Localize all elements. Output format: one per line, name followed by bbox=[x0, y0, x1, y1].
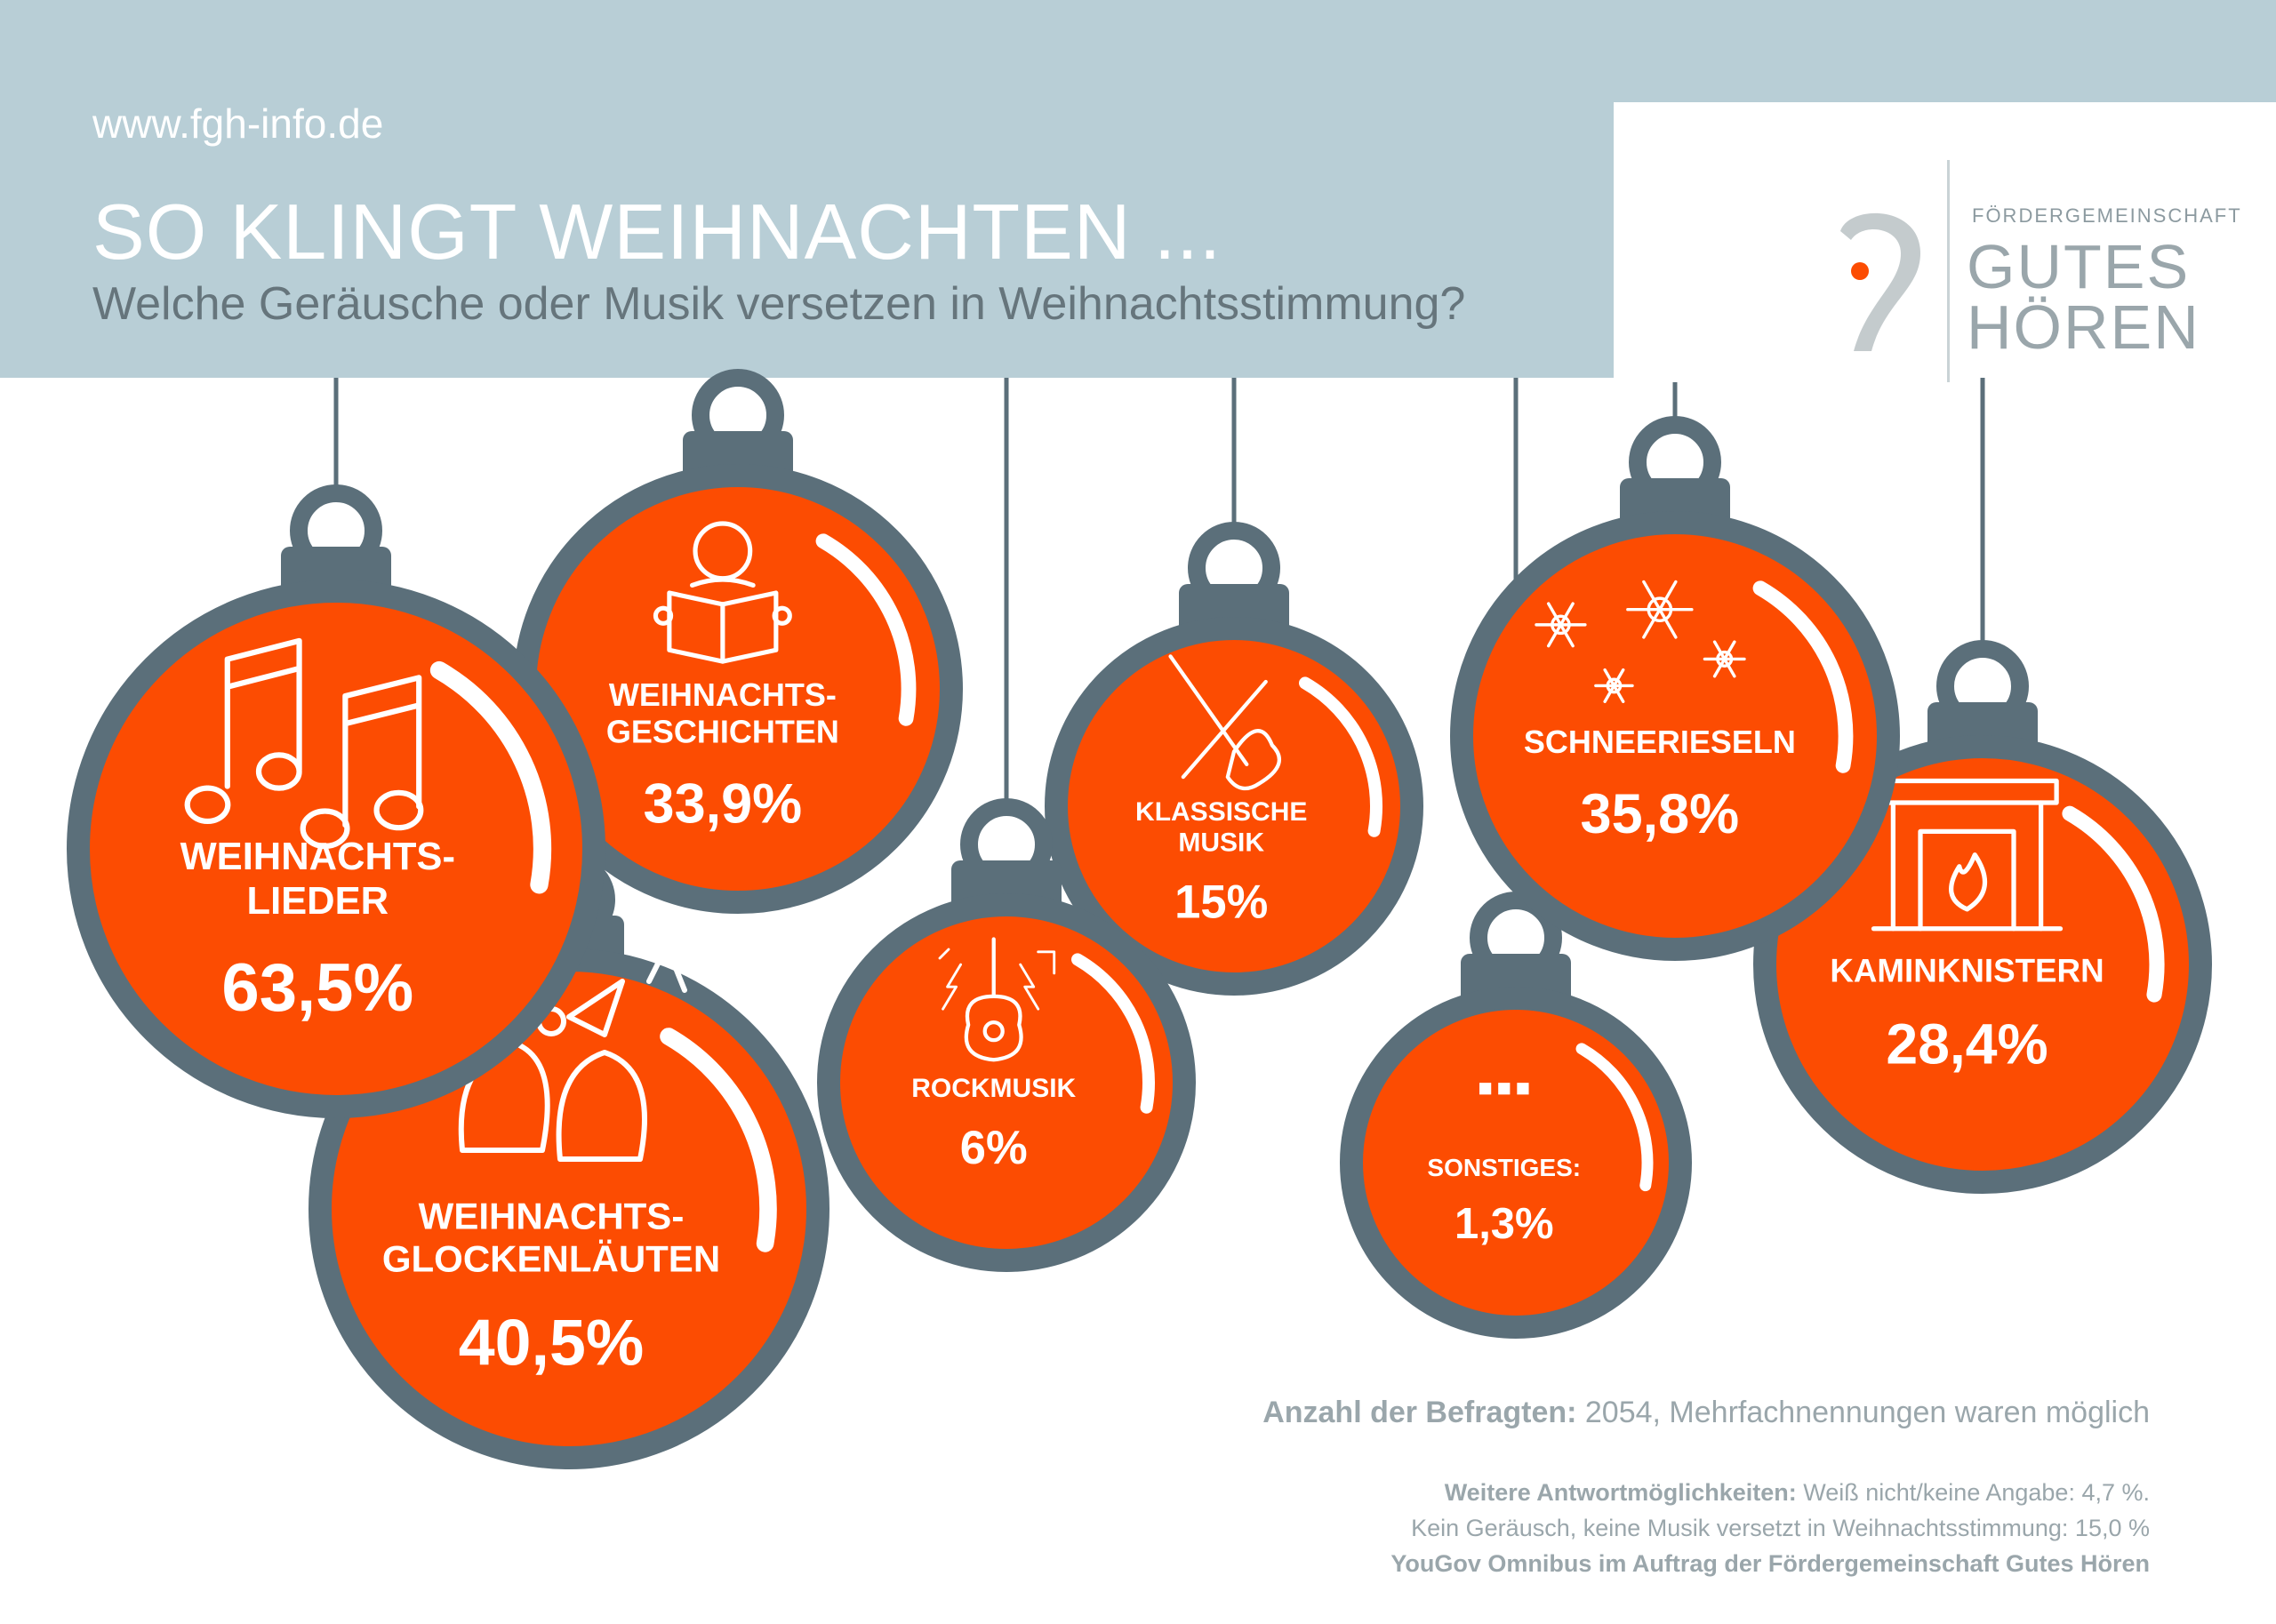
respondents-label: Anzahl der Befragten: bbox=[1262, 1396, 1577, 1429]
page-subtitle: Welche Geräusche oder Musik versetzen in… bbox=[92, 278, 1466, 330]
ornament-ball bbox=[817, 893, 1196, 1272]
more-answers-label: Weitere Antwortmöglichkeiten: bbox=[1444, 1479, 1797, 1506]
ornament-value-label: 63,5% bbox=[221, 950, 413, 1026]
snowflakes-icon bbox=[1535, 580, 1746, 703]
ornament: SONSTIGES: 1,3% bbox=[1340, 378, 1692, 1339]
ornament-highlight bbox=[1071, 953, 1155, 1114]
ornament: KAMINKNISTERN 28,4% bbox=[1753, 378, 2212, 1194]
violin-icon bbox=[1168, 654, 1282, 791]
ornament-ball bbox=[67, 580, 605, 1118]
no-sound-note: Kein Geräusch, keine Musik versetzt in W… bbox=[1411, 1515, 2150, 1541]
ornament-category-label: WEIHNACHTS- bbox=[419, 1195, 685, 1236]
ornament-category-label: KLASSISCHE bbox=[1135, 797, 1307, 827]
ornament-category-label: WEIHNACHTS- bbox=[609, 676, 837, 713]
ornament-value-label: 28,4% bbox=[1886, 1012, 2048, 1076]
logo-line-2: HÖREN bbox=[1967, 292, 2200, 362]
ellipsis-icon bbox=[1479, 1083, 1529, 1095]
ornament-highlight bbox=[1299, 676, 1382, 837]
ornament-highlight bbox=[1752, 580, 1854, 773]
ornament-highlight bbox=[660, 1028, 777, 1252]
more-answers-text: Weiß nicht/keine Angabe: 4,7 %. bbox=[1796, 1479, 2150, 1506]
header-band bbox=[0, 0, 1614, 378]
ornament-value-label: 15% bbox=[1174, 876, 1268, 929]
reader-icon bbox=[653, 521, 792, 664]
respondents-text: 2054, Mehrfachnennungen waren möglich bbox=[1576, 1396, 2150, 1429]
ornament: ROCKMUSIK 6% bbox=[817, 378, 1196, 1272]
footnotes: Anzahl der Befragten: 2054, Mehrfachnenn… bbox=[1262, 1396, 2150, 1581]
logo-line-1: GUTES bbox=[1967, 232, 2191, 301]
ornament-highlight bbox=[2062, 805, 2165, 1003]
website-url[interactable]: www.fgh-info.de bbox=[92, 100, 384, 147]
ornament-ball bbox=[1340, 987, 1692, 1339]
ornament-category-label: GLOCKENLÄUTEN bbox=[382, 1238, 720, 1280]
ornament-ball bbox=[1753, 735, 2212, 1194]
ornament-category-label: WEIHNACHTS- bbox=[180, 836, 455, 878]
logo-divider bbox=[1947, 160, 1950, 382]
logo-small-text: FÖRDERGEMEINSCHAFT bbox=[1972, 204, 2242, 227]
logo: FÖRDERGEMEINSCHAFT GUTES HÖREN bbox=[1814, 160, 2240, 382]
ornament-value-label: 35,8% bbox=[1581, 783, 1740, 845]
more-answers-note: Weitere Antwortmöglichkeiten: Weiß nicht… bbox=[1262, 1475, 2150, 1510]
ornament-ball bbox=[1045, 617, 1423, 996]
source-note: YouGov Omnibus im Auftrag der Fördergeme… bbox=[1390, 1550, 2150, 1577]
ornament: SCHNEERIESELN 35,8% bbox=[1450, 382, 1900, 961]
ornament-category-label: SCHNEERIESELN bbox=[1524, 724, 1796, 760]
ear-logo-icon bbox=[1840, 212, 1920, 351]
ornament-highlight bbox=[429, 660, 552, 894]
ornament-highlight bbox=[1575, 1043, 1654, 1192]
ornament-value-label: 33,9% bbox=[644, 773, 803, 836]
guitar-icon bbox=[938, 937, 1056, 1062]
ornament-value-label: 6% bbox=[960, 1122, 1028, 1174]
ornament-category-label: LIEDER bbox=[247, 880, 389, 923]
ornament-category-label: MUSIK bbox=[1178, 828, 1264, 858]
ornament-value-label: 40,5% bbox=[459, 1306, 644, 1380]
ornament-value-label: 1,3% bbox=[1455, 1200, 1554, 1248]
ornament-category-label: ROCKMUSIK bbox=[911, 1074, 1076, 1103]
ornament-highlight bbox=[815, 533, 917, 726]
ornament-category-label: KAMINKNISTERN bbox=[1830, 953, 2104, 989]
ornament-category-label: GESCHICHTEN bbox=[606, 714, 839, 750]
ornament: WEIHNACHTS-LIEDER 63,5% bbox=[67, 378, 605, 1118]
music-notes-icon bbox=[184, 637, 424, 849]
respondents-note: Anzahl der Befragten: 2054, Mehrfachnenn… bbox=[1262, 1396, 2150, 1430]
page-title: SO KLINGT WEIHNACHTEN ... bbox=[92, 188, 1222, 276]
ornament-category-label: SONSTIGES: bbox=[1427, 1154, 1581, 1181]
